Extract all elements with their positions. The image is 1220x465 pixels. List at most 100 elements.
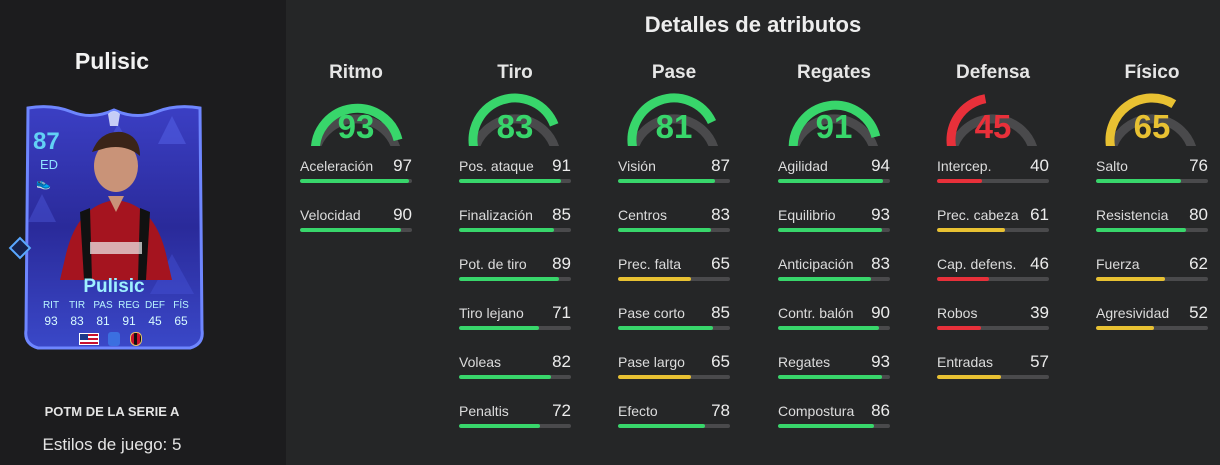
stat-line: Intercep. 40 — [937, 146, 1049, 176]
stat-name: Pase largo — [618, 354, 685, 370]
stat-bar-fill — [1096, 277, 1166, 281]
stat-row: Anticipación 83 — [778, 244, 890, 293]
stat-row: Velocidad 90 — [300, 195, 412, 244]
stat-value: 90 — [393, 205, 412, 224]
stat-bar — [459, 375, 571, 379]
category-value: 91 — [815, 108, 853, 145]
stat-line: Robos 39 — [937, 293, 1049, 323]
category-value: 93 — [337, 108, 375, 145]
stat-bar — [937, 228, 1049, 232]
stat-value: 93 — [871, 205, 890, 224]
stat-row: Agilidad 94 — [778, 146, 890, 195]
stat-name: Pos. ataque — [459, 158, 534, 174]
stat-bar-fill — [937, 375, 1001, 379]
stat-row: Robos 39 — [937, 293, 1049, 342]
card-stat-values: 93 83 81 91 45 65 — [38, 314, 194, 328]
card-type-label: POTM DE LA SERIE A — [44, 404, 180, 419]
stat-line: Centros 83 — [618, 195, 730, 225]
stat-name: Regates — [778, 354, 831, 370]
stat-row: Cap. defens. 46 — [937, 244, 1049, 293]
watermark-logo-icon — [190, 344, 286, 380]
stat-value: 80 — [1189, 205, 1208, 224]
card-stat-label: RIT — [42, 300, 60, 311]
stat-value: 72 — [552, 401, 571, 420]
stat-name: Velocidad — [300, 207, 361, 223]
gauge-fill — [627, 93, 717, 146]
stat-value: 65 — [711, 352, 730, 371]
stat-bar — [618, 179, 730, 183]
stat-bar-fill — [618, 326, 714, 330]
stat-line: Finalización 85 — [459, 195, 571, 225]
stat-bar-fill — [778, 375, 883, 379]
stat-row: Salto 76 — [1096, 146, 1208, 195]
card-stat-labels: RIT TIR PAS REG DEF FÍS — [38, 300, 194, 311]
stat-bar — [778, 228, 890, 232]
stat-value: 39 — [1030, 303, 1049, 322]
category-gauge: 83 — [467, 92, 563, 146]
stat-name: Prec. falta — [618, 256, 682, 272]
playstyles-count[interactable]: Estilos de juego: 5 — [42, 435, 182, 454]
stat-name: Centros — [618, 207, 668, 223]
category-title: Pase — [651, 62, 697, 83]
stat-bar-fill — [778, 179, 884, 183]
category-2: Pase 81 Visión 87 Centros 83 Prec. falta 65 Pase… — [618, 62, 730, 440]
stat-bar — [778, 277, 890, 281]
stat-line: Entradas 57 — [937, 342, 1049, 372]
stat-bar-fill — [618, 179, 716, 183]
stat-name: Efecto — [618, 403, 658, 419]
stat-bar-fill — [300, 179, 409, 183]
stat-line: Agilidad 94 — [778, 146, 890, 176]
stat-name: Equilibrio — [778, 207, 836, 223]
stat-line: Pot. de tiro 89 — [459, 244, 571, 274]
stat-row: Finalización 85 — [459, 195, 571, 244]
stat-bar — [778, 179, 890, 183]
stat-list: Agilidad 94 Equilibrio 93 Anticipación 83 Cont… — [778, 146, 890, 440]
stat-bar — [618, 326, 730, 330]
stat-line: Penaltis 72 — [459, 391, 571, 421]
stat-bar — [459, 228, 571, 232]
stat-name: Cap. defens. — [937, 256, 1017, 272]
stat-bar-fill — [937, 277, 989, 281]
stat-bar — [618, 424, 730, 428]
stat-value: 97 — [393, 156, 412, 175]
stat-list: Intercep. 40 Prec. cabeza 61 Cap. defens. 46 R… — [937, 146, 1049, 391]
stat-row: Visión 87 — [618, 146, 730, 195]
stat-bar-fill — [618, 375, 691, 379]
stat-name: Penaltis — [459, 403, 509, 419]
card-stat-label: PAS — [93, 300, 113, 311]
stat-name: Intercep. — [937, 158, 992, 174]
gauge-track — [949, 114, 1037, 146]
player-card[interactable]: 87 ED 👟 Pulisic RIT TIR PAS REG DEF FÍS … — [8, 104, 206, 354]
stat-line: Pase corto 85 — [618, 293, 730, 323]
gauge-track — [790, 114, 878, 146]
stat-row: Penaltis 72 — [459, 391, 571, 440]
stat-bar-fill — [459, 326, 539, 330]
stat-line: Salto 76 — [1096, 146, 1208, 176]
stat-name: Finalización — [459, 207, 533, 223]
stat-row: Prec. falta 65 — [618, 244, 730, 293]
stat-bar-fill — [300, 228, 401, 232]
stat-name: Contr. balón — [778, 305, 854, 321]
category-gauge: 45 — [945, 92, 1041, 146]
category-5: Físico 65 Salto 76 Resistencia 80 Fuerza 62 Agre… — [1096, 62, 1208, 342]
club-crest-icon — [130, 332, 142, 346]
stat-value: 83 — [711, 205, 730, 224]
gauge-fill — [788, 100, 881, 146]
stat-value: 52 — [1189, 303, 1208, 322]
page-title: Detalles de atributos — [644, 12, 862, 37]
stat-name: Compostura — [778, 403, 855, 419]
stat-row: Pase largo 65 — [618, 342, 730, 391]
stat-value: 87 — [711, 156, 730, 175]
card-stat-label: TIR — [68, 300, 86, 311]
stat-line: Equilibrio 93 — [778, 195, 890, 225]
stat-name: Prec. cabeza — [937, 207, 1019, 223]
stat-value: 89 — [552, 254, 571, 273]
stat-row: Centros 83 — [618, 195, 730, 244]
stat-line: Resistencia 80 — [1096, 195, 1208, 225]
stat-bar — [778, 326, 890, 330]
card-background-icon — [24, 105, 204, 350]
gauge-arc-icon — [311, 103, 403, 146]
stat-name: Anticipación — [778, 256, 854, 272]
stat-bar — [459, 277, 571, 281]
stat-line: Voleas 82 — [459, 342, 571, 372]
